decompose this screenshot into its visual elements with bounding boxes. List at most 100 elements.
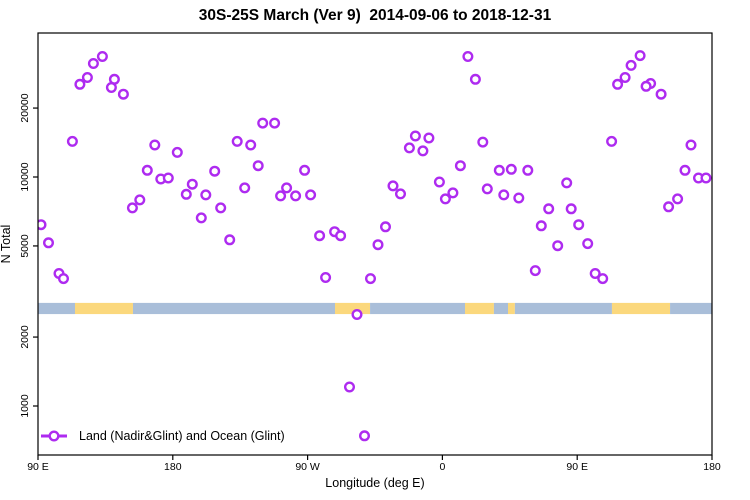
data-points xyxy=(38,50,712,442)
data-point xyxy=(505,163,517,175)
map-strip-segment-land xyxy=(508,302,515,315)
data-point xyxy=(162,172,174,184)
data-point xyxy=(679,164,691,176)
data-point xyxy=(126,202,138,214)
data-point xyxy=(87,58,99,70)
data-point xyxy=(344,381,356,393)
data-point xyxy=(606,135,618,147)
map-strip xyxy=(38,302,712,315)
data-point xyxy=(359,430,371,442)
map-strip-segment-ocean xyxy=(493,302,509,315)
x-tick-label: 90 E xyxy=(566,461,588,473)
data-point xyxy=(700,172,712,184)
data-point xyxy=(305,189,317,201)
data-point xyxy=(43,237,55,249)
data-point xyxy=(454,160,466,172)
x-tick-label: 90 W xyxy=(295,461,320,473)
x-tick-label: 90 E xyxy=(27,461,49,473)
data-point xyxy=(195,212,207,224)
data-point xyxy=(561,177,573,189)
data-point xyxy=(685,139,697,151)
data-point xyxy=(597,273,609,285)
y-tick-label: 2000 xyxy=(19,325,31,349)
data-point xyxy=(275,190,287,202)
data-point xyxy=(522,164,534,176)
legend-label: Land (Nadir&Glint) and Ocean (Glint) xyxy=(79,429,285,443)
chart-title: 30S-25S March (Ver 9) 2014-09-06 to 2018… xyxy=(198,7,552,24)
data-point xyxy=(290,190,302,202)
data-point xyxy=(239,182,251,194)
x-tick-label: 0 xyxy=(439,461,446,473)
data-point xyxy=(245,139,257,151)
map-strip-segment-ocean xyxy=(38,302,75,315)
data-point xyxy=(498,189,510,201)
data-point xyxy=(573,219,585,231)
legend-marker-icon xyxy=(41,430,67,442)
y-tick-label: 1000 xyxy=(19,394,31,418)
data-point xyxy=(612,78,624,90)
data-point xyxy=(149,139,161,151)
map-strip-segment-ocean xyxy=(514,302,612,315)
data-point xyxy=(314,230,326,242)
data-point xyxy=(209,165,221,177)
data-point xyxy=(117,88,129,100)
data-point xyxy=(215,202,227,214)
data-point xyxy=(423,132,435,144)
x-tick-label: 180 xyxy=(703,461,721,473)
data-point xyxy=(200,189,212,201)
data-point xyxy=(529,265,541,277)
data-point xyxy=(171,146,183,158)
data-point xyxy=(439,193,451,205)
data-point xyxy=(66,135,78,147)
data-point xyxy=(477,136,489,148)
data-point xyxy=(462,51,474,63)
map-strip-segment-ocean xyxy=(132,302,336,315)
data-point xyxy=(513,192,525,204)
x-axis-label: Longitude (deg E) xyxy=(325,476,425,490)
data-point xyxy=(663,201,675,213)
map-strip-segment-land xyxy=(335,302,371,315)
data-point xyxy=(565,203,577,215)
data-point xyxy=(409,130,421,142)
data-point xyxy=(186,178,198,190)
data-point xyxy=(58,273,70,285)
data-point xyxy=(380,221,392,233)
data-point xyxy=(134,194,146,206)
data-point xyxy=(672,193,684,205)
map-strip-segment-ocean xyxy=(370,302,466,315)
data-point xyxy=(625,59,637,71)
data-point xyxy=(582,238,594,250)
data-point xyxy=(74,78,86,90)
axis-ticks xyxy=(33,107,713,460)
data-point xyxy=(640,80,652,92)
data-point xyxy=(493,164,505,176)
data-point xyxy=(257,117,269,129)
data-point xyxy=(403,142,415,154)
data-point xyxy=(395,188,407,200)
data-point xyxy=(433,176,445,188)
data-point xyxy=(299,164,311,176)
data-point xyxy=(231,135,243,147)
y-tick-label: 20000 xyxy=(19,93,31,123)
data-point xyxy=(589,268,601,280)
data-point xyxy=(105,81,117,93)
data-point xyxy=(365,273,377,285)
data-point xyxy=(281,182,293,194)
data-point xyxy=(269,117,281,129)
legend: Land (Nadir&Glint) and Ocean (Glint) xyxy=(40,429,285,443)
data-point xyxy=(351,309,363,321)
data-point xyxy=(481,183,493,195)
data-point xyxy=(535,220,547,232)
data-point xyxy=(634,50,646,62)
data-point xyxy=(469,73,481,85)
data-point xyxy=(543,203,555,215)
data-point xyxy=(655,88,667,100)
y-tick-label: 10000 xyxy=(19,162,31,192)
data-point xyxy=(619,71,631,83)
x-tick-label: 180 xyxy=(164,461,182,473)
plot-border xyxy=(37,32,713,456)
data-point xyxy=(387,180,399,192)
y-tick-label: 5000 xyxy=(19,234,31,258)
